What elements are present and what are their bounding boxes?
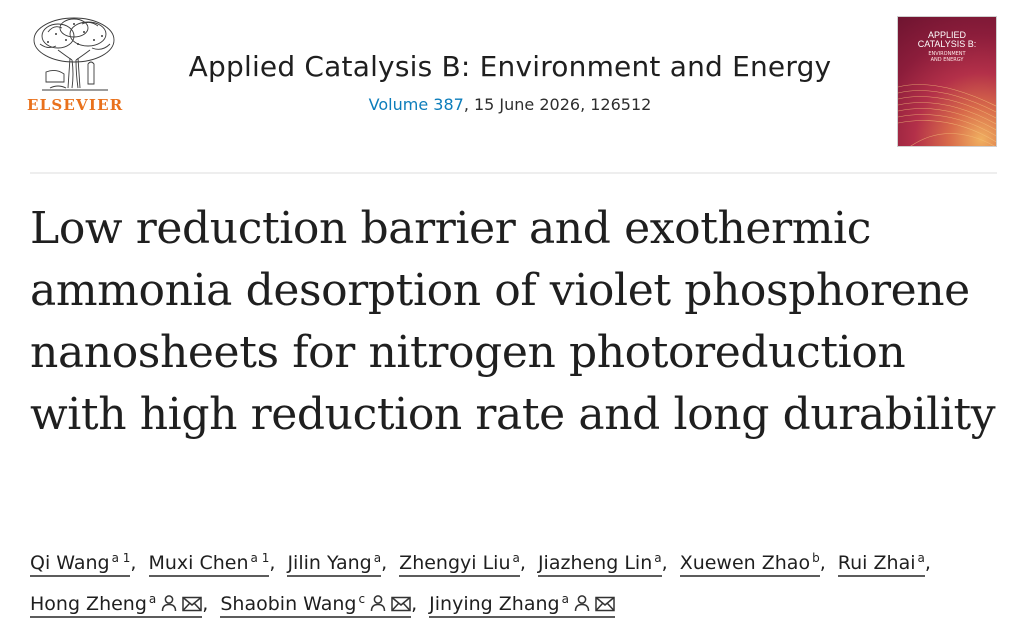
author-link[interactable]: Hong Zheng a: [30, 592, 203, 618]
author-separator: ,: [519, 552, 526, 574]
author-name: Muxi Chen: [148, 552, 249, 574]
author-name: Hong Zheng: [30, 593, 147, 615]
elsevier-logo[interactable]: [28, 14, 120, 114]
cover-wave-pattern: [898, 84, 996, 146]
author-link[interactable]: Xuewen Zhao b: [679, 551, 820, 577]
email-icon: [182, 588, 203, 624]
journal-title-link[interactable]: Applied Catalysis B: Environment and Ene…: [188, 50, 832, 83]
author-affiliation-sup: a 1: [250, 551, 270, 565]
author-name: Shaobin Wang: [220, 593, 357, 615]
person-icon: [160, 588, 178, 624]
author-separator: ,: [202, 593, 209, 615]
email-icon: [595, 588, 615, 624]
author-affiliation-sup: c: [358, 592, 366, 606]
journal-meta: Volume 387, 15 June 2026, 126512: [150, 95, 870, 114]
author-name: Rui Zhai: [837, 552, 916, 574]
author-affiliation-sup: a 1: [111, 551, 131, 565]
author-separator: ,: [130, 552, 137, 574]
author-entry: Xuewen Zhao b,: [679, 551, 832, 577]
author-affiliation-sup: a: [917, 551, 925, 565]
article-header: ELSEVIER Applied Catalysis B: Environmen…: [0, 0, 1011, 172]
author-link[interactable]: Jilin Yang a: [287, 551, 382, 577]
author-entry: Jilin Yang a,: [287, 551, 393, 577]
author-entry: Muxi Chen a 1,: [148, 551, 282, 577]
author-affiliation-sup: a: [148, 592, 157, 606]
author-entry: Hong Zheng a,: [30, 592, 214, 618]
author-entry: Rui Zhai a,: [837, 551, 937, 577]
journal-cover[interactable]: APPLIED CATALYSIS B: ENVIRONMENT AND ENE…: [897, 16, 997, 147]
author-affiliation-sup: a: [561, 592, 569, 606]
volume-link[interactable]: Volume 387: [368, 95, 464, 114]
author-link[interactable]: Jinying Zhang a: [429, 592, 615, 618]
author-affiliation-sup: b: [812, 551, 820, 565]
author-separator: ,: [381, 552, 388, 574]
author-entry: Shaobin Wang c,: [220, 592, 423, 618]
author-separator: ,: [411, 593, 418, 615]
person-icon: [369, 588, 387, 624]
issue-info: , 15 June 2026, 126512: [463, 95, 652, 114]
author-link[interactable]: Jiazheng Lin a: [537, 551, 662, 577]
cover-subtitle: ENVIRONMENT AND ENERGY: [898, 51, 996, 63]
author-entry: Zhengyi Liu a,: [399, 551, 532, 577]
author-link[interactable]: Zhengyi Liu a: [399, 551, 520, 577]
author-separator: ,: [819, 552, 826, 574]
author-name: Zhengyi Liu: [399, 552, 511, 574]
author-affiliation-sup: a: [654, 551, 662, 565]
author-name: Xuewen Zhao: [679, 552, 811, 574]
author-entry: Jinying Zhang a: [429, 592, 615, 618]
cover-title: APPLIED CATALYSIS B:: [898, 31, 996, 49]
author-name: Jiazheng Lin: [537, 552, 653, 574]
author-link[interactable]: Muxi Chen a 1: [148, 551, 270, 577]
article-title: Low reduction barrier and exothermic amm…: [30, 203, 996, 440]
author-entry: Jiazheng Lin a,: [537, 551, 674, 577]
author-link[interactable]: Qi Wang a 1: [30, 551, 131, 577]
author-separator: ,: [661, 552, 668, 574]
author-separator: ,: [924, 552, 931, 574]
author-link[interactable]: Rui Zhai a: [837, 551, 925, 577]
author-name: Qi Wang: [30, 552, 110, 574]
author-name: Jilin Yang: [287, 552, 372, 574]
elsevier-tree-icon: [33, 17, 115, 91]
author-separator: ,: [269, 552, 276, 574]
author-list: Qi Wang a 1, Muxi Chen a 1, Jilin Yang a, Z…: [30, 540, 1005, 624]
cover-subtitle-line: AND ENERGY: [930, 57, 964, 63]
publisher-wordmark: ELSEVIER: [27, 96, 124, 114]
header-divider: [30, 172, 997, 174]
email-icon: [391, 588, 411, 624]
author-entry: Qi Wang a 1,: [30, 551, 142, 577]
journal-info: Applied Catalysis B: Environment and Ene…: [150, 50, 870, 114]
person-icon: [573, 588, 591, 624]
author-affiliation-sup: a: [512, 551, 520, 565]
author-link[interactable]: Shaobin Wang c: [220, 592, 412, 618]
cover-title-line: CATALYSIS B:: [917, 39, 977, 49]
cover-subtitle-line: ENVIRONMENT: [928, 51, 966, 57]
author-name: Jinying Zhang: [429, 593, 560, 615]
cover-title-line: APPLIED: [927, 30, 967, 40]
author-affiliation-sup: a: [373, 551, 382, 565]
